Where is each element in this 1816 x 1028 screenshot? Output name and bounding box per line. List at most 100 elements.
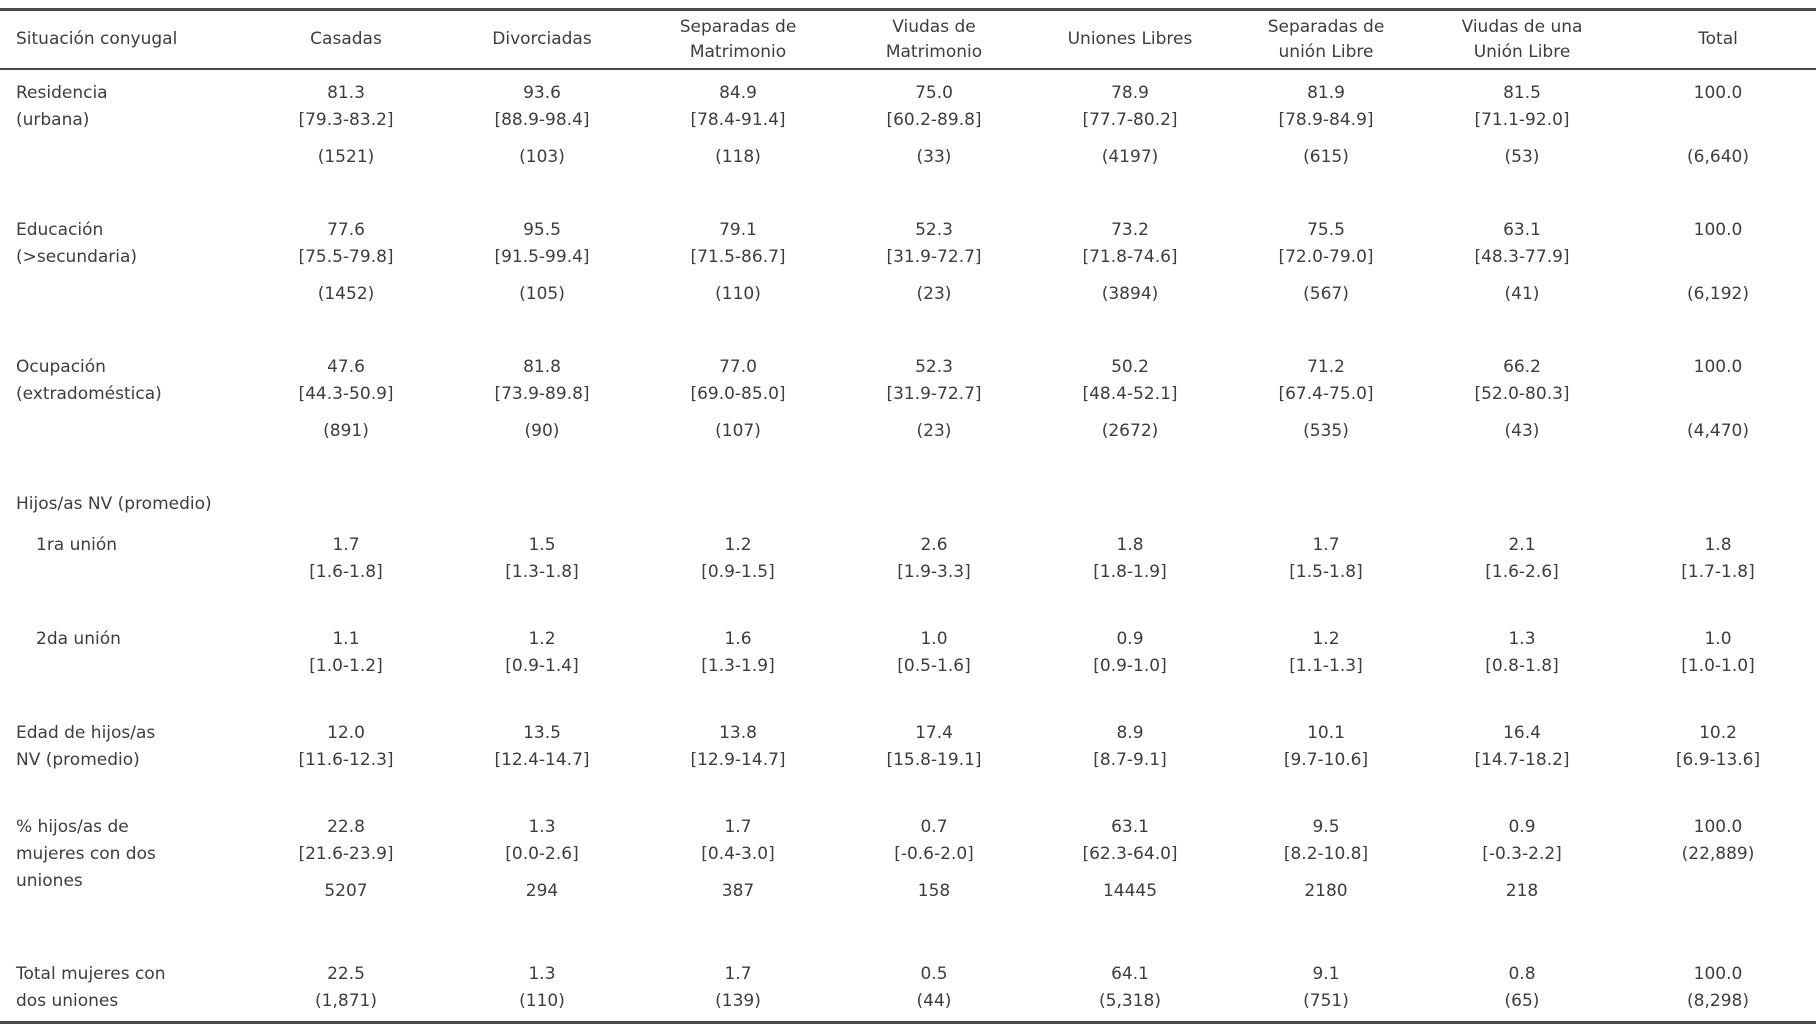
cell-value: 71.2	[1307, 357, 1345, 377]
cell-value: 22.8	[327, 817, 365, 837]
data-cell: 73.2 [71.8-74.6] (3894)	[1032, 217, 1228, 308]
cell-value: 1.2	[724, 535, 752, 555]
header-cell-line: Total	[1698, 29, 1738, 49]
row-label: Hijos/as NV (promedio)	[0, 491, 248, 518]
cell-ci: [60.2-89.8]	[886, 110, 982, 130]
cell-n: (23)	[916, 421, 952, 441]
row-label-line: uniones	[16, 871, 83, 891]
cell-ci: [0.5-1.6]	[897, 656, 971, 676]
cell-value: 78.9	[1111, 83, 1149, 103]
row-label-line: mujeres con dos	[16, 844, 156, 864]
cell-value: 1.3	[528, 964, 556, 984]
cell-value: 8.9	[1116, 723, 1144, 743]
cell-value: 75.0	[915, 83, 953, 103]
header-cell: Total	[1620, 27, 1816, 52]
row-label-line: Total mujeres con	[16, 964, 166, 984]
cell-ci: [15.8-19.1]	[886, 750, 982, 770]
data-cell: 12.0 [11.6-12.3]	[248, 720, 444, 774]
data-cell: 100.0 (6,640)	[1620, 80, 1816, 171]
cell-value: 1.3	[528, 817, 556, 837]
cell-ci: [1.8-1.9]	[1093, 562, 1167, 582]
header-cell-line: Separadas de	[1267, 16, 1385, 37]
data-cell: 1.1 [1.0-1.2]	[248, 626, 444, 680]
header-cell-line: Viudas de	[892, 16, 976, 37]
data-cell: 100.0 (4,470)	[1620, 354, 1816, 445]
data-cell: 77.6 [75.5-79.8] (1452)	[248, 217, 444, 308]
cell-value: 0.9	[1508, 817, 1536, 837]
cell-ci: [75.5-79.8]	[298, 247, 394, 267]
data-cell: 1.3 [0.0-2.6] 294	[444, 814, 640, 905]
cell-value: 81.3	[327, 83, 365, 103]
cell-n: (3894)	[1101, 284, 1159, 304]
cell-value: 1.7	[332, 535, 360, 555]
cell-ci: [0.9-1.4]	[505, 656, 579, 676]
cell-value: 100.0	[1693, 357, 1743, 377]
cell-ci: [67.4-75.0]	[1278, 384, 1374, 404]
cell-ci: [14.7-18.2]	[1474, 750, 1570, 770]
cell-value: 47.6	[327, 357, 365, 377]
cell-value: 12.0	[327, 723, 365, 743]
cell-n: (90)	[524, 421, 560, 441]
cell-ci: [1.6-2.6]	[1485, 562, 1559, 582]
cell-value: 63.1	[1503, 220, 1541, 240]
cell-value: 17.4	[915, 723, 953, 743]
header-cell: Casadas	[248, 27, 444, 52]
cell-value: 100.0	[1693, 83, 1743, 103]
cell-value: 13.8	[719, 723, 757, 743]
cell-value: 0.8	[1508, 964, 1536, 984]
table-row: Edad de hijos/as NV (promedio) 12.0 [11.6-1…	[0, 720, 1816, 774]
cell-value: 1.7	[724, 964, 752, 984]
cell-n: (105)	[519, 284, 565, 304]
cell-ci: [44.3-50.9]	[298, 384, 394, 404]
cell-value: 77.6	[327, 220, 365, 240]
header-cell-line: Separadas de	[679, 16, 797, 37]
cell-value: 10.2	[1699, 723, 1737, 743]
table-bottom-rule	[0, 1021, 1816, 1024]
cell-value: 22.5	[327, 964, 365, 984]
data-cell: 22.5 (1,871)	[248, 961, 444, 1015]
header-cell-line: Matrimonio	[689, 41, 787, 62]
cell-value: 77.0	[719, 357, 757, 377]
table-row: % hijos/as de mujeres con dos uniones 22.8 […	[0, 814, 1816, 905]
data-cell: 64.1 (5,318)	[1032, 961, 1228, 1015]
data-cell: 22.8 [21.6-23.9] 5207	[248, 814, 444, 905]
cell-n: 14445	[1102, 881, 1158, 901]
cell-ci: [0.4-3.0]	[701, 844, 775, 864]
cell-ci: [0.8-1.8]	[1485, 656, 1559, 676]
cell-n: 387	[721, 881, 755, 901]
cell-ci: [0.9-1.0]	[1093, 656, 1167, 676]
cell-ci: [1.0-1.0]	[1681, 656, 1755, 676]
row-label: Ocupación (extradoméstica)	[0, 354, 248, 445]
data-cell: 13.5 [12.4-14.7]	[444, 720, 640, 774]
row-label-line: Edad de hijos/as	[16, 723, 156, 743]
header-cell-line: Unión Libre	[1473, 41, 1571, 62]
statistics-table: Situación conyugal Casadas Divorciadas Sepa…	[0, 8, 1816, 1024]
cell-n: (6,640)	[1687, 147, 1749, 167]
cell-value: 52.3	[915, 220, 953, 240]
data-cell: 1.8 [1.7-1.8]	[1620, 532, 1816, 586]
cell-value: 1.6	[724, 629, 752, 649]
data-cell: 1.7 [1.6-1.8]	[248, 532, 444, 586]
row-label-line: % hijos/as de	[16, 817, 129, 837]
cell-value: 81.5	[1503, 83, 1541, 103]
row-label-line: (extradoméstica)	[16, 384, 162, 404]
cell-value: 73.2	[1111, 220, 1149, 240]
data-cell: 8.9 [8.7-9.1]	[1032, 720, 1228, 774]
cell-ci: [77.7-80.2]	[1082, 110, 1178, 130]
cell-ci: [1.0-1.2]	[309, 656, 383, 676]
cell-value: 75.5	[1307, 220, 1345, 240]
cell-value: 81.9	[1307, 83, 1345, 103]
cell-ci: [79.3-83.2]	[298, 110, 394, 130]
cell-ci: [11.6-12.3]	[298, 750, 394, 770]
data-cell: 52.3 [31.9-72.7] (23)	[836, 354, 1032, 445]
cell-value: 1.7	[724, 817, 752, 837]
cell-n: (4197)	[1101, 147, 1159, 167]
data-cell: 9.5 [8.2-10.8] 2180	[1228, 814, 1424, 905]
cell-ci: [73.9-89.8]	[494, 384, 590, 404]
cell-value: 1.5	[528, 535, 556, 555]
cell-n: (110)	[715, 284, 761, 304]
cell-value: 9.1	[1312, 964, 1340, 984]
cell-n: 218	[1505, 881, 1539, 901]
cell-n: (615)	[1303, 147, 1349, 167]
cell-ci	[1620, 381, 1816, 408]
